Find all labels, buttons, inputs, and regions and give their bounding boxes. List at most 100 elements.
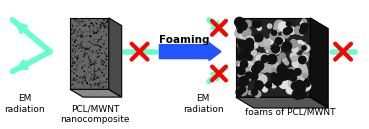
Point <box>70 44 76 46</box>
Point <box>76 21 82 23</box>
Point <box>92 31 98 33</box>
Circle shape <box>297 90 306 99</box>
Point <box>95 83 101 85</box>
Point <box>72 30 77 32</box>
Circle shape <box>238 82 242 87</box>
Point <box>98 37 104 39</box>
Circle shape <box>290 40 297 48</box>
Point <box>81 20 87 22</box>
Point <box>102 27 108 29</box>
Point <box>91 25 97 27</box>
Point <box>70 62 76 64</box>
Circle shape <box>279 79 289 88</box>
Point <box>104 19 110 21</box>
Point <box>103 85 108 87</box>
Point <box>73 69 79 71</box>
Point <box>83 47 89 49</box>
Point <box>103 25 108 27</box>
Circle shape <box>258 38 267 46</box>
Point <box>80 31 86 33</box>
Point <box>74 39 80 41</box>
Circle shape <box>241 40 245 44</box>
Circle shape <box>239 27 244 32</box>
Circle shape <box>277 72 286 81</box>
Point <box>85 48 91 50</box>
Point <box>90 63 96 65</box>
Point <box>97 27 103 29</box>
Circle shape <box>301 19 306 24</box>
Point <box>80 35 86 38</box>
Circle shape <box>246 66 251 72</box>
Point <box>96 55 102 57</box>
Point <box>87 79 93 81</box>
Point <box>100 86 106 88</box>
Point <box>69 37 75 39</box>
Point <box>102 22 108 25</box>
Point <box>86 19 92 21</box>
Point <box>80 83 86 85</box>
Point <box>79 41 85 43</box>
Point <box>78 42 84 44</box>
Point <box>92 76 97 78</box>
Circle shape <box>265 40 270 44</box>
Point <box>87 78 93 80</box>
Point <box>104 55 110 57</box>
Circle shape <box>262 62 266 66</box>
Point <box>71 32 77 34</box>
Point <box>70 51 76 53</box>
Circle shape <box>303 51 309 58</box>
Text: EM
radiation: EM radiation <box>4 94 45 114</box>
Point <box>72 51 78 53</box>
Point <box>100 64 106 67</box>
Point <box>71 72 77 74</box>
Circle shape <box>238 40 246 48</box>
Point <box>86 71 92 74</box>
Point <box>94 20 100 22</box>
Circle shape <box>272 45 280 54</box>
Point <box>77 35 83 37</box>
Circle shape <box>288 68 295 75</box>
Point <box>90 24 96 26</box>
Point <box>93 78 99 80</box>
Point <box>104 78 110 80</box>
Point <box>101 19 107 21</box>
Circle shape <box>242 28 251 37</box>
Circle shape <box>248 37 254 43</box>
Point <box>96 23 102 25</box>
Point <box>101 51 107 53</box>
Point <box>98 46 104 48</box>
Point <box>86 57 92 59</box>
Circle shape <box>272 30 277 35</box>
Circle shape <box>252 50 256 54</box>
Circle shape <box>259 54 269 63</box>
Circle shape <box>238 72 243 77</box>
Point <box>96 39 101 41</box>
Point <box>95 84 101 86</box>
Point <box>87 31 93 33</box>
Point <box>92 61 97 63</box>
Circle shape <box>290 74 297 81</box>
Point <box>71 54 77 56</box>
Polygon shape <box>109 18 122 97</box>
Point <box>70 30 76 32</box>
Point <box>92 50 97 52</box>
Point <box>73 67 79 70</box>
Point <box>75 80 81 82</box>
Point <box>101 75 107 77</box>
Point <box>79 34 85 36</box>
Point <box>77 45 83 47</box>
Circle shape <box>303 80 310 87</box>
Point <box>101 24 107 26</box>
Point <box>68 55 74 57</box>
Point <box>97 27 103 29</box>
Text: EM
radiation: EM radiation <box>183 94 223 114</box>
Point <box>75 56 81 58</box>
Circle shape <box>302 46 306 50</box>
Point <box>87 28 93 30</box>
Circle shape <box>238 68 245 74</box>
Point <box>100 82 106 84</box>
Circle shape <box>293 78 301 86</box>
Circle shape <box>240 50 249 58</box>
Point <box>69 49 75 51</box>
Point <box>95 52 101 54</box>
